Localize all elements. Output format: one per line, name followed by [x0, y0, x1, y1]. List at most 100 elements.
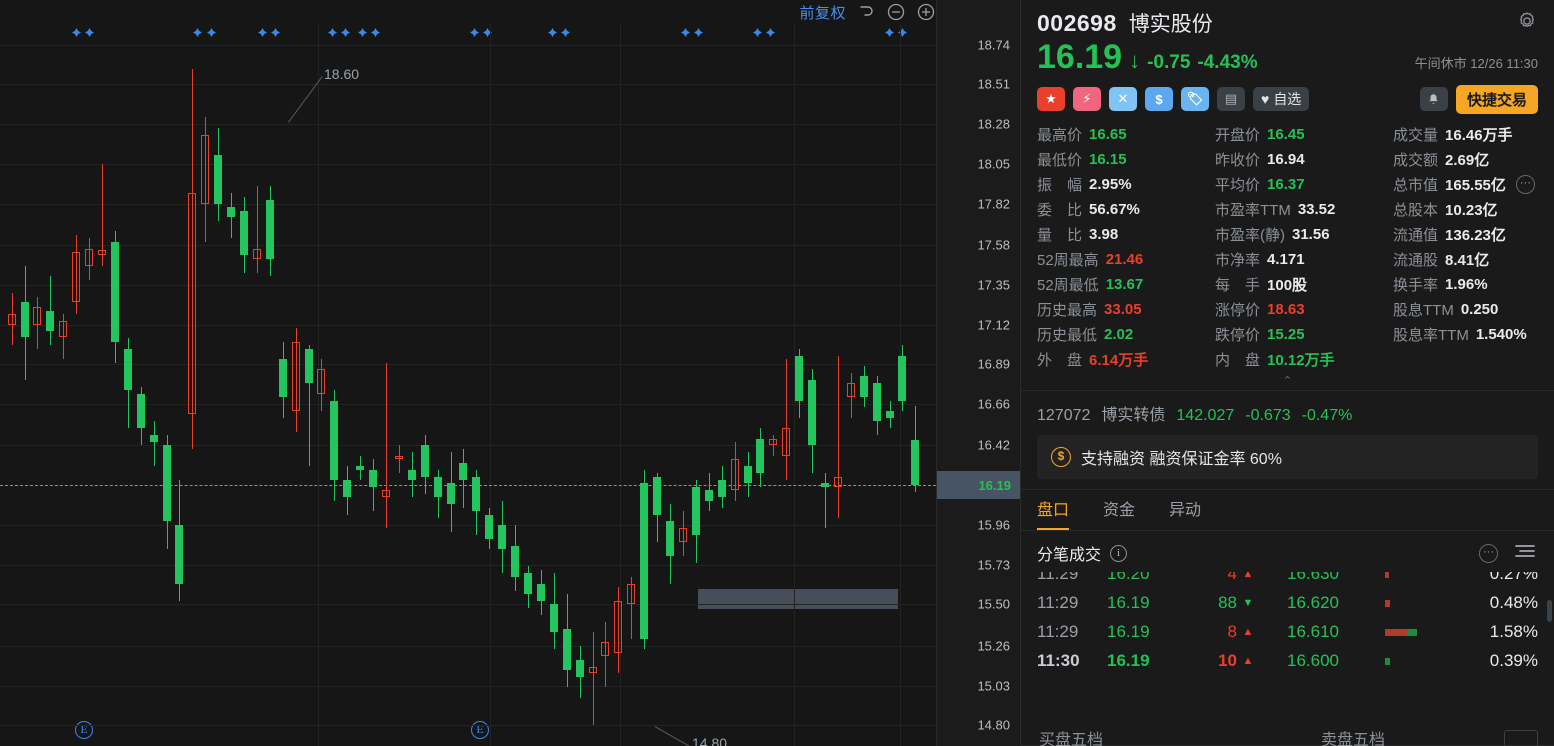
event-marker-icon[interactable] [470, 28, 479, 37]
stat-label: 跌停价 [1215, 326, 1261, 344]
event-marker-icon[interactable] [681, 28, 690, 37]
collapse-chevron-icon[interactable]: ⌃ [1282, 374, 1293, 387]
price-level-row[interactable]: 16.620 0.48% [1273, 589, 1538, 618]
event-marker-icon[interactable] [371, 28, 380, 37]
tick-list[interactable]: 11:29 16.20 4 ▲ 11:29 16.19 88 ▼ 11:29 16.19 8 ▲ 11:… [1021, 572, 1273, 746]
zoom-in-icon[interactable] [916, 2, 936, 22]
stat-cell: 量 比 3.98 [1037, 224, 1215, 245]
next-page-button[interactable] [1504, 730, 1538, 746]
quick-trade-button[interactable]: 快捷交易 [1455, 84, 1538, 114]
add-to-watchlist-button[interactable]: ♥ 自选 [1253, 87, 1310, 112]
candle-body [433, 476, 442, 498]
event-marker-row [0, 24, 936, 44]
bond-change: -0.673 [1245, 406, 1291, 424]
event-marker-icon[interactable] [271, 28, 280, 37]
info-icon[interactable]: i [1110, 544, 1128, 562]
event-marker-icon[interactable] [548, 28, 557, 37]
ex-dividend-marker[interactable]: E [471, 721, 489, 739]
tab-0[interactable]: 盘口 [1037, 496, 1070, 530]
grid-line [0, 84, 936, 86]
event-marker-icon[interactable] [885, 28, 894, 37]
selection-band[interactable] [698, 589, 898, 609]
price-axis[interactable]: 18.74 18.51 18.28 18.05 17.82 17.58 17.35 17.12… [936, 0, 1021, 746]
adjust-mode-label[interactable]: 前复权 [799, 4, 846, 22]
levels-scrollbar[interactable] [1547, 599, 1552, 622]
grid-line [0, 445, 936, 447]
event-marker-icon[interactable] [341, 28, 350, 37]
chart-plot-area[interactable]: 18.60 14.80 E E [0, 24, 936, 746]
event-marker-icon[interactable] [898, 28, 907, 37]
shenzhen-connect-icon[interactable]: ✕ [1109, 87, 1137, 112]
ex-dividend-marker[interactable]: E [75, 721, 93, 739]
gear-icon[interactable] [1516, 10, 1538, 32]
tick-row[interactable]: 11:29 16.19 8 ▲ [1037, 618, 1273, 647]
tick-price: 16.19 [1107, 651, 1150, 671]
tick-price: 16.19 [1107, 622, 1150, 642]
level-percent: 0.39% [1489, 651, 1538, 671]
label-tag-icon[interactable]: 🏷 [1181, 87, 1209, 112]
stat-label: 股息TTM [1393, 301, 1454, 319]
candle-body [743, 466, 752, 484]
margin-notice[interactable]: $ 支持融资 融资保证金率 60% [1037, 434, 1538, 479]
candle-wick [256, 186, 258, 273]
tick-row[interactable]: 11:30 16.19 10 ▲ [1037, 647, 1273, 676]
candle-body [356, 466, 365, 470]
candle-body [317, 369, 326, 394]
tick-price: 16.19 [1107, 593, 1150, 613]
candle-body [872, 383, 881, 422]
candle-body [678, 528, 687, 543]
event-marker-icon[interactable] [328, 28, 337, 37]
bond-change-percent: -0.47% [1301, 406, 1353, 424]
tick-price: 16.20 [1107, 571, 1150, 584]
notes-icon[interactable]: ▤ [1217, 87, 1245, 112]
price-level-list[interactable]: 16.630 0.27% 16.620 0.48% 16.610 1.58% 16.600 0… [1273, 571, 1554, 746]
tick-row[interactable]: 11:29 16.20 4 ▲ [1037, 572, 1273, 589]
candle-wick [101, 163, 103, 266]
zoom-out-icon[interactable] [886, 2, 906, 22]
market-cap-more-icon[interactable]: ··· [1515, 174, 1535, 194]
candle-wick [618, 587, 620, 674]
event-marker-icon[interactable] [85, 28, 94, 37]
event-marker-icon[interactable] [358, 28, 367, 37]
candle-body [343, 480, 352, 498]
grid-line-vertical [490, 24, 491, 746]
tick-time: 11:30 [1037, 651, 1080, 671]
stat-label: 总市值 [1393, 176, 1439, 194]
more-options-icon[interactable]: ··· [1479, 543, 1498, 563]
event-marker-icon[interactable] [207, 28, 216, 37]
grid-line [0, 245, 936, 247]
candle-wick [37, 296, 39, 349]
grid-line [0, 203, 936, 205]
event-marker-icon[interactable] [483, 28, 492, 37]
candle-body [485, 514, 494, 539]
tab-2[interactable]: 异动 [1169, 501, 1202, 519]
stat-value: 33.05 [1104, 300, 1142, 318]
price-level-row[interactable]: 16.610 1.58% [1273, 618, 1538, 647]
stats-row: 52周最高 21.46 市净率 4.171 流通股 8.41亿 [1037, 249, 1538, 270]
china-flag-icon[interactable]: ★ [1037, 87, 1065, 112]
event-marker-icon[interactable] [258, 28, 267, 37]
tab-1[interactable]: 资金 [1103, 501, 1136, 519]
undo-icon[interactable] [856, 2, 876, 22]
candle-body [252, 248, 261, 259]
event-marker-icon[interactable] [193, 28, 202, 37]
event-marker-icon[interactable] [561, 28, 570, 37]
margin-trading-icon[interactable]: ⚡ [1073, 87, 1101, 112]
candle-body [511, 545, 520, 577]
panel-tabs: 盘口 资金 异动 [1021, 488, 1554, 530]
price-level-row[interactable]: 16.630 0.27% [1273, 571, 1538, 589]
event-marker-icon[interactable] [753, 28, 762, 37]
event-marker-icon[interactable] [766, 28, 775, 37]
price-level-row[interactable]: 16.600 0.39% [1273, 647, 1538, 676]
event-marker-icon[interactable] [694, 28, 703, 37]
stat-value: 100股 [1267, 276, 1308, 294]
bar-sell [1385, 599, 1390, 607]
dollar-icon[interactable]: $ [1145, 87, 1173, 112]
event-marker-icon[interactable] [72, 28, 81, 37]
list-view-icon[interactable] [1512, 541, 1538, 566]
price-axis-tick: 18.74 [977, 37, 1010, 53]
stat-value: 21.46 [1105, 250, 1144, 268]
related-bond-row[interactable]: 127072 博实转债 142.027 -0.673 -0.47% [1021, 391, 1554, 435]
bell-icon[interactable] [1419, 87, 1448, 112]
tick-row[interactable]: 11:29 16.19 88 ▼ [1037, 589, 1273, 618]
